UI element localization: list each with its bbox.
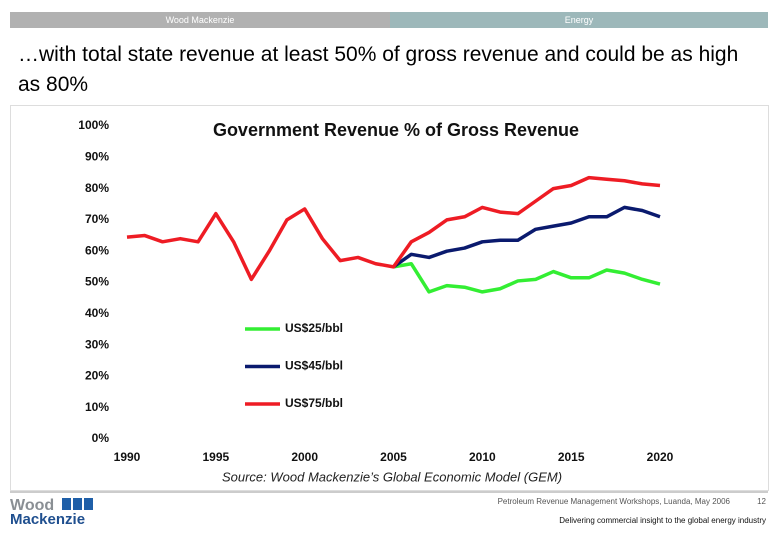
logo-text: Wood [10, 497, 54, 514]
chart-title: Government Revenue % of Gross Revenue [213, 120, 579, 140]
footer-event: Petroleum Revenue Management Workshops, … [498, 497, 731, 506]
y-tick-label: 40% [85, 306, 109, 320]
legend-label: US$45/bbl [285, 359, 343, 373]
x-tick-label: 2020 [647, 450, 674, 464]
y-tick-label: 60% [85, 243, 109, 257]
x-tick-label: 1990 [114, 450, 141, 464]
x-tick-label: 1995 [202, 450, 229, 464]
x-tick-label: 2015 [558, 450, 585, 464]
y-tick-label: 0% [92, 431, 110, 445]
series-line [126, 175, 661, 282]
series-line [393, 261, 661, 294]
chart-source: Source: Wood Mackenzie’s Global Economic… [222, 469, 562, 484]
x-tick-label: 2005 [380, 450, 407, 464]
header-left: Wood Mackenzie [10, 12, 390, 28]
legend-label: US$25/bbl [285, 321, 343, 335]
y-tick-label: 100% [78, 118, 109, 132]
y-tick-label: 80% [85, 181, 109, 195]
page-number: 12 [757, 497, 766, 506]
x-tick-label: 2010 [469, 450, 496, 464]
y-tick-label: 30% [85, 337, 109, 351]
logo-text: Mackenzie [10, 511, 85, 528]
logo-mark [84, 498, 93, 510]
slide-title: …with total state revenue at least 50% o… [18, 43, 739, 96]
series-line [392, 205, 661, 269]
y-tick-label: 70% [85, 212, 109, 226]
header-right: Energy [390, 12, 768, 28]
y-tick-label: 90% [85, 149, 109, 163]
legend-label: US$75/bbl [285, 396, 343, 410]
y-tick-label: 20% [85, 369, 109, 383]
logo-mark [62, 498, 71, 510]
chart-frame [10, 105, 769, 491]
x-tick-label: 2000 [291, 450, 318, 464]
logo-mark [73, 498, 82, 510]
y-tick-label: 10% [85, 400, 109, 414]
footer-tagline: Delivering commercial insight to the glo… [559, 516, 766, 525]
y-tick-label: 50% [85, 275, 109, 289]
